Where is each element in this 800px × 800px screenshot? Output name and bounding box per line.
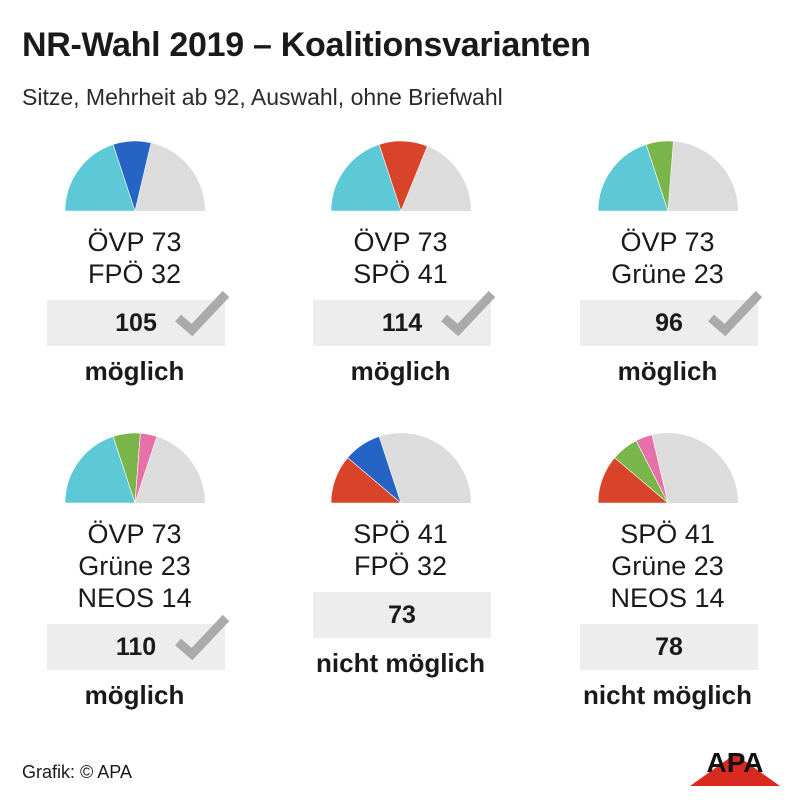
checkmark-icon bbox=[708, 290, 763, 337]
coalition-verdict: möglich bbox=[350, 356, 451, 386]
party-seat-label: ÖVP 73 bbox=[87, 227, 182, 257]
party-list: ÖVP 73 SPÖ 41 bbox=[268, 226, 533, 290]
coalition-verdict: nicht möglich bbox=[316, 648, 485, 678]
checkmark-stroke bbox=[708, 290, 763, 337]
checkmark-icon bbox=[441, 290, 496, 337]
coalition-verdict: möglich bbox=[617, 356, 718, 386]
seat-slice bbox=[645, 140, 674, 212]
party-seat-label: SPÖ 41 bbox=[353, 519, 448, 549]
checkmark-icon bbox=[175, 614, 230, 661]
logo-text: APA bbox=[706, 747, 763, 778]
party-list: ÖVP 73 Grüne 23 NEOS 14 bbox=[2, 518, 267, 614]
party-list: ÖVP 73 FPÖ 32 bbox=[2, 226, 267, 290]
coalition-verdict: möglich bbox=[84, 356, 185, 386]
coalition-panel: SPÖ 41 FPÖ 32 73 nicht möglich bbox=[268, 432, 533, 742]
party-list: SPÖ 41 FPÖ 32 bbox=[268, 518, 533, 582]
seat-slice bbox=[378, 140, 428, 212]
seat-slice bbox=[330, 144, 402, 212]
apa-logo: APA bbox=[690, 747, 780, 786]
seat-total: 105 bbox=[47, 300, 225, 346]
checkmark-stroke bbox=[175, 290, 230, 337]
seat-slice bbox=[347, 436, 402, 504]
seat-slice bbox=[134, 432, 158, 504]
seat-hemicycle bbox=[597, 140, 738, 212]
coalition-panel: SPÖ 41 Grüne 23 NEOS 14 78 nicht möglich bbox=[535, 432, 800, 742]
seat-hemicycle bbox=[64, 140, 205, 213]
coalition-panel: ÖVP 73 Grüne 23 96 möglich bbox=[535, 140, 800, 450]
party-seat-label: ÖVP 73 bbox=[620, 227, 715, 257]
party-seat-label: SPÖ 41 bbox=[620, 519, 715, 549]
checkmark-icon bbox=[175, 290, 230, 337]
party-seat-label: Grüne 23 bbox=[78, 551, 191, 581]
party-seat-label: ÖVP 73 bbox=[87, 519, 182, 549]
party-seat-label: ÖVP 73 bbox=[353, 227, 448, 257]
chart-title: NR-Wahl 2019 – Koalitionsvarianten bbox=[22, 26, 591, 64]
party-list: ÖVP 73 Grüne 23 bbox=[535, 226, 800, 290]
source-credit: Grafik: © APA bbox=[22, 762, 132, 782]
coalition-panel: ÖVP 73 FPÖ 32 105 möglich bbox=[2, 140, 267, 450]
seat-slice bbox=[597, 144, 669, 212]
seat-slice bbox=[64, 436, 136, 504]
checkmark-stroke bbox=[441, 290, 496, 337]
party-seat-label: Grüne 23 bbox=[611, 551, 724, 581]
chart-subtitle: Sitze, Mehrheit ab 92, Auswahl, ohne Bri… bbox=[22, 84, 503, 110]
seat-hemicycle bbox=[64, 432, 205, 504]
seat-total: 78 bbox=[580, 624, 758, 670]
party-seat-label: Grüne 23 bbox=[611, 259, 724, 289]
seat-slice bbox=[64, 144, 136, 212]
coalition-panel: ÖVP 73 SPÖ 41 114 möglich bbox=[268, 140, 533, 450]
party-seat-label: SPÖ 41 bbox=[353, 259, 448, 289]
seat-hemicycle bbox=[330, 433, 471, 504]
seat-total: 73 bbox=[313, 592, 491, 638]
coalition-verdict: nicht möglich bbox=[583, 680, 752, 710]
party-list: SPÖ 41 Grüne 23 NEOS 14 bbox=[535, 518, 800, 614]
seat-slice bbox=[112, 140, 152, 213]
checkmark-stroke bbox=[175, 614, 230, 661]
seat-hemicycle bbox=[597, 433, 738, 504]
coalition-verdict: möglich bbox=[84, 680, 185, 710]
coalition-panel: ÖVP 73 Grüne 23 NEOS 14 110 möglich bbox=[2, 432, 267, 742]
party-seat-label: NEOS 14 bbox=[610, 583, 725, 613]
seat-slice bbox=[635, 434, 669, 504]
logo-triangle bbox=[690, 754, 780, 786]
party-seat-label: FPÖ 32 bbox=[353, 551, 448, 581]
seat-hemicycle bbox=[330, 140, 471, 212]
party-seat-label: FPÖ 32 bbox=[87, 259, 182, 289]
party-seat-label: NEOS 14 bbox=[77, 583, 192, 613]
